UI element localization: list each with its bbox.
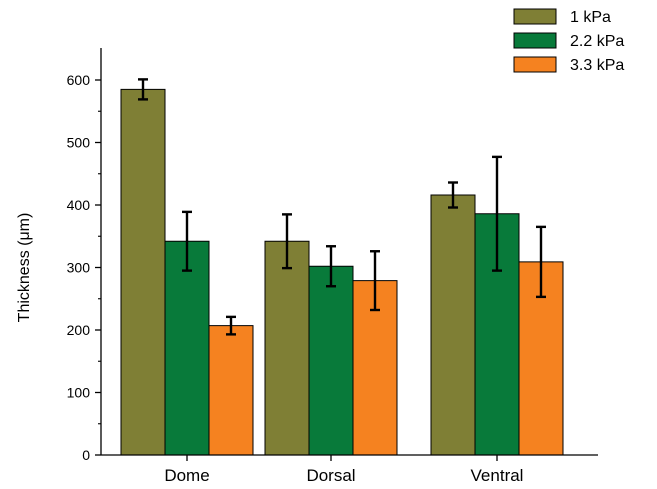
x-category-label: Dorsal	[306, 466, 355, 485]
legend: 1 kPa 2.2 kPa 3.3 kPa	[514, 9, 624, 74]
x-categories-group: Dome Dorsal Ventral	[164, 455, 523, 485]
y-ticks-group: 0 100 200 300 400 500 600	[67, 72, 101, 463]
y-tick-label: 100	[67, 385, 91, 401]
y-tick-label: 200	[67, 322, 91, 338]
bars-group	[121, 89, 563, 455]
x-category-label: Dome	[164, 466, 209, 485]
legend-label: 1 kPa	[570, 9, 611, 26]
x-category-label: Ventral	[471, 466, 524, 485]
y-tick-label: 300	[67, 260, 91, 276]
legend-swatch	[514, 9, 556, 24]
y-tick-label: 0	[82, 447, 90, 463]
legend-swatch	[514, 33, 556, 48]
bar-ventral-1	[431, 195, 475, 455]
bar-dorsal-1	[265, 241, 309, 455]
bar-dome-3	[209, 326, 253, 455]
y-tick-label: 500	[67, 135, 91, 151]
y-tick-label: 400	[67, 197, 91, 213]
y-axis-title: Thickness (μm)	[16, 213, 33, 323]
bar-dorsal-2	[309, 266, 353, 455]
legend-swatch	[514, 57, 556, 72]
y-tick-label: 600	[67, 72, 91, 88]
bar-dome-1	[121, 89, 165, 455]
legend-label: 2.2 kPa	[570, 33, 624, 50]
bar-dome-2	[165, 241, 209, 455]
legend-label: 3.3 kPa	[570, 57, 624, 74]
